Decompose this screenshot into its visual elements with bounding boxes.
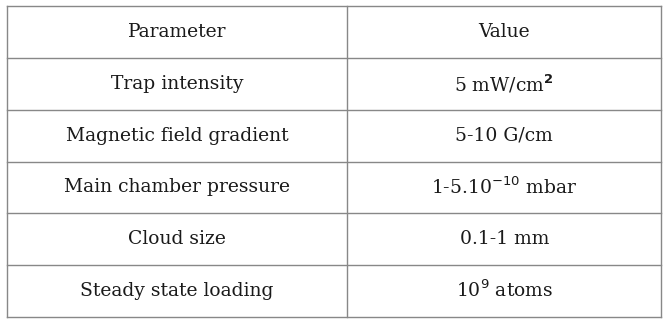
Text: 1-5.10$^{-10}$ mbar: 1-5.10$^{-10}$ mbar	[431, 177, 577, 198]
Text: Cloud size: Cloud size	[128, 230, 226, 248]
Text: 10$^{9}$ atoms: 10$^{9}$ atoms	[456, 280, 553, 301]
Text: Trap intensity: Trap intensity	[111, 75, 243, 93]
Text: Magnetic field gradient: Magnetic field gradient	[65, 127, 288, 145]
Text: 0.1-1 mm: 0.1-1 mm	[460, 230, 549, 248]
Text: Main chamber pressure: Main chamber pressure	[64, 178, 290, 196]
Text: Value: Value	[478, 23, 530, 41]
Text: Steady state loading: Steady state loading	[80, 282, 274, 300]
Text: 5 mW/cm$^{\mathbf{2}}$: 5 mW/cm$^{\mathbf{2}}$	[454, 73, 554, 95]
Text: 5-10 G/cm: 5-10 G/cm	[456, 127, 553, 145]
Text: Parameter: Parameter	[128, 23, 226, 41]
